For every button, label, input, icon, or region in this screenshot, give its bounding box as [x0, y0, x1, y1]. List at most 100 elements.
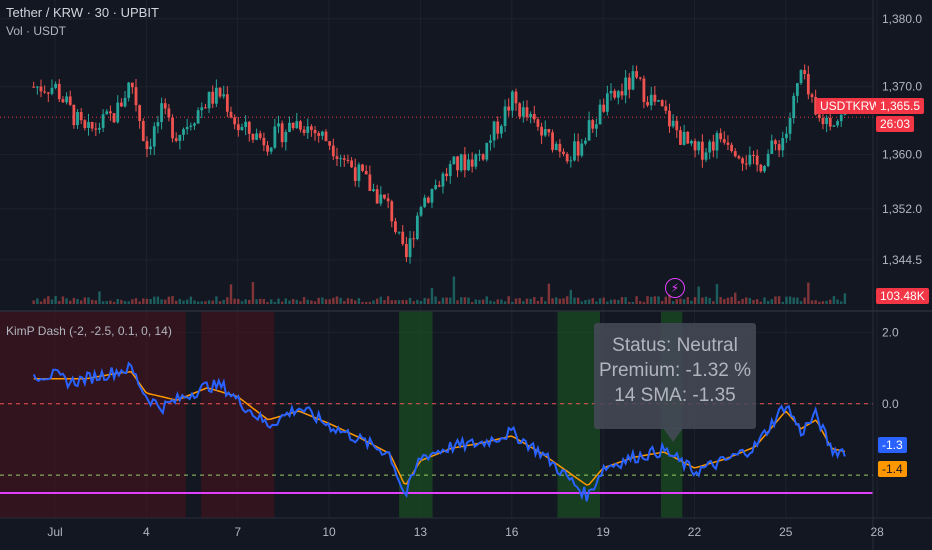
- volume-bar: [54, 296, 57, 304]
- countdown-badge: 26:03: [876, 116, 915, 132]
- volume-bar: [288, 300, 291, 304]
- volume-bar: [741, 298, 744, 304]
- candle-body: [616, 91, 620, 98]
- candle-body: [174, 138, 178, 141]
- volume-bar: [83, 297, 87, 304]
- candle-body: [138, 105, 142, 121]
- volume-bar: [145, 298, 149, 304]
- volume-bar: [803, 297, 806, 304]
- volume-bar: [840, 301, 843, 304]
- candle-body: [551, 132, 554, 150]
- volume-bar: [401, 299, 404, 304]
- candle-body: [50, 87, 54, 94]
- volume-bar: [481, 299, 485, 304]
- volume-bar: [748, 298, 752, 304]
- volume-bar: [346, 298, 350, 304]
- candle-body: [540, 126, 543, 136]
- premium-series-line: [32, 361, 846, 502]
- candle-body: [817, 114, 821, 118]
- volume-bar: [752, 300, 755, 304]
- candle-body: [788, 118, 792, 134]
- volume-legend[interactable]: Vol · USDT: [6, 24, 67, 38]
- candle-body: [642, 78, 646, 103]
- candle-body: [478, 154, 481, 156]
- premium-value-badge: -1.3: [878, 437, 907, 453]
- volume-bar: [142, 298, 145, 304]
- volume-bar: [730, 296, 733, 304]
- candle-body: [386, 198, 390, 202]
- last-price-badge: 1,365.5: [876, 98, 925, 114]
- candle-body: [160, 103, 163, 123]
- candle-body: [412, 238, 416, 240]
- volume-bar: [109, 300, 112, 304]
- volume-bar: [112, 301, 116, 304]
- candle-body: [116, 102, 120, 123]
- candle-body: [573, 141, 576, 161]
- lightning-icon[interactable]: ⚡: [665, 278, 685, 298]
- symbol-title[interactable]: Tether / KRW · 30 · UPBIT: [6, 5, 159, 20]
- volume-bar: [690, 300, 693, 304]
- candle-body: [708, 141, 712, 153]
- volume-bar: [269, 299, 273, 304]
- candle-body: [372, 189, 375, 191]
- candle-body: [704, 152, 708, 160]
- volume-bar: [222, 299, 225, 304]
- candle-body: [558, 143, 562, 152]
- candle-body: [759, 164, 763, 172]
- candle-body: [149, 146, 153, 150]
- candle-body: [653, 94, 657, 102]
- candle-body: [156, 122, 160, 127]
- volume-bar: [390, 300, 393, 304]
- volume-bar: [200, 301, 203, 304]
- candle-body: [280, 123, 284, 143]
- volume-bar: [449, 297, 452, 304]
- time-tick-label: 7: [234, 525, 241, 539]
- volume-bar: [339, 297, 342, 304]
- candle-body: [657, 100, 660, 102]
- volume-bar: [438, 301, 441, 304]
- candle-body: [806, 73, 810, 95]
- volume-bar: [485, 296, 488, 304]
- highlight-band: [557, 311, 601, 518]
- candle-body: [313, 129, 317, 134]
- candle-body: [152, 126, 156, 147]
- volume-bar: [343, 300, 346, 304]
- volume-bar: [386, 296, 390, 304]
- volume-bar: [94, 300, 98, 304]
- price-tick-label: 1,370.0: [882, 80, 922, 94]
- sma-value-badge: -1.4: [878, 461, 907, 477]
- volume-bar: [149, 299, 152, 304]
- volume-bar: [620, 297, 624, 304]
- volume-bar: [595, 301, 598, 304]
- tooltip-sma: 14 SMA: -1.35: [614, 385, 736, 406]
- candle-body: [295, 121, 299, 129]
- candle-body: [518, 103, 522, 117]
- volume-bar: [397, 300, 401, 304]
- candle-body: [584, 140, 587, 144]
- axis-labels: Jul4710131619222528Aug41,380.01,370.01,3…: [47, 12, 922, 539]
- indicator-legend[interactable]: KimP Dash (-2, -2.5, 0.1, 0, 14): [6, 324, 172, 338]
- tooltip-status: Status: Neutral: [612, 335, 738, 356]
- time-tick-label: 16: [505, 525, 519, 539]
- volume-bar: [284, 298, 288, 304]
- candle-body: [141, 120, 145, 142]
- candle-body: [189, 125, 193, 127]
- volume-bar: [657, 296, 660, 304]
- price-tick-label: 1,380.0: [882, 12, 922, 26]
- candle-body: [690, 140, 693, 144]
- volume-bar: [540, 296, 543, 304]
- candle-body: [171, 117, 174, 139]
- candle-body: [361, 164, 364, 171]
- candle-body: [309, 126, 313, 130]
- candle-body: [196, 110, 200, 124]
- volume-bar: [511, 301, 514, 304]
- candle-body: [229, 111, 233, 118]
- candle-body: [744, 163, 748, 165]
- volume-bar: [291, 299, 295, 304]
- candle-body: [715, 133, 719, 151]
- candle-body: [448, 164, 452, 177]
- highlight-band: [0, 311, 186, 518]
- volume-bar: [72, 297, 76, 304]
- volume-bar: [441, 297, 445, 304]
